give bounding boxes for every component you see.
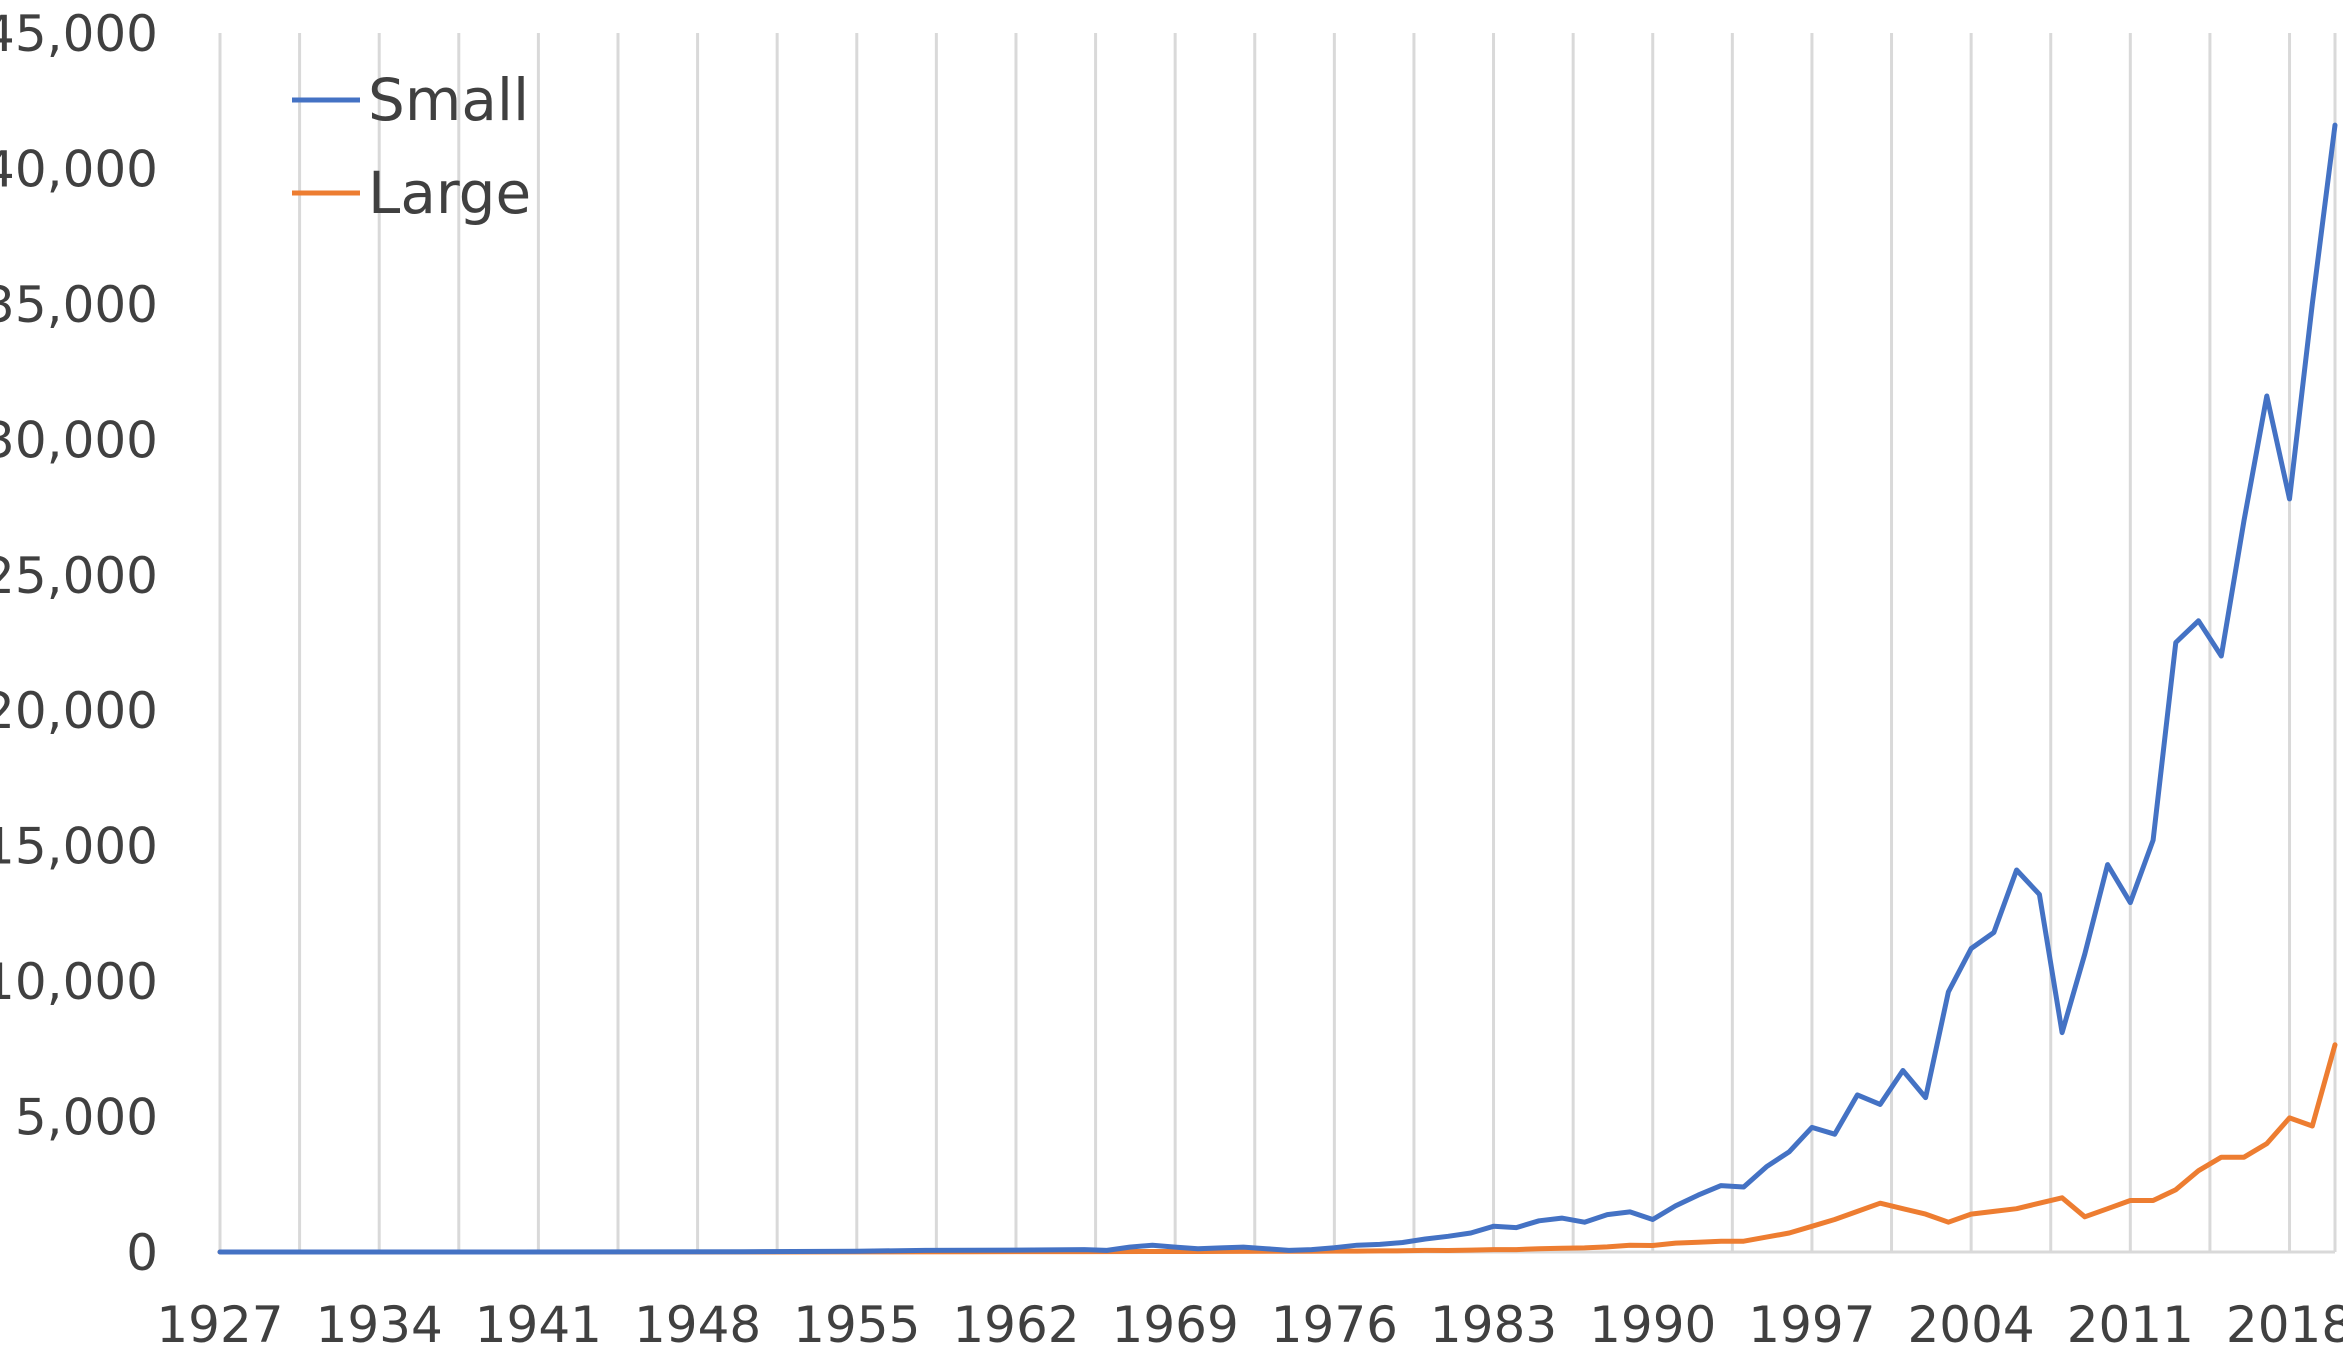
legend-label-large: Large [368,159,531,227]
x-axis-tick-labels: 1927 1934 1941 1948 1955 1962 1969 1976 1983 1990… [156,1296,2343,1354]
legend-label-small: Small [368,66,529,134]
x-tick-label: 2018 [2226,1296,2343,1354]
y-tick-label: 5,000 [15,1089,158,1147]
y-tick-label: 30,000 [0,411,158,469]
x-tick-label: 2011 [2067,1296,2194,1354]
y-tick-label: 15,000 [0,818,158,876]
y-tick-label: 35,000 [0,276,158,334]
series-lines [217,122,2338,1255]
y-tick-label: 40,000 [0,140,158,198]
series-line-small [217,122,2338,1255]
x-tick-label: 1997 [1748,1296,1875,1354]
vertical-gridlines [218,33,2337,1252]
legend: Small Large [292,66,531,227]
y-tick-label: 45,000 [0,5,158,63]
x-tick-label: 1955 [793,1296,920,1354]
x-tick-label: 1969 [1112,1296,1239,1354]
y-tick-label: 25,000 [0,547,158,605]
x-tick-label: 1927 [156,1296,283,1354]
x-tick-label: 1941 [475,1296,602,1354]
series-line-large [217,1042,2338,1255]
x-tick-label: 1948 [634,1296,761,1354]
y-tick-label: 20,000 [0,682,158,740]
y-axis-tick-labels: 0 5,000 10,000 15,000 20,000 25,000 30,000 35,0… [0,5,158,1282]
x-tick-label: 2004 [1908,1296,2035,1354]
x-tick-label: 1983 [1430,1296,1557,1354]
x-tick-label: 1962 [952,1296,1079,1354]
x-tick-label: 1934 [316,1296,443,1354]
y-tick-label: 10,000 [0,953,158,1011]
y-tick-label: 0 [126,1224,158,1282]
x-tick-label: 1990 [1589,1296,1716,1354]
x-tick-label: 1976 [1271,1296,1398,1354]
